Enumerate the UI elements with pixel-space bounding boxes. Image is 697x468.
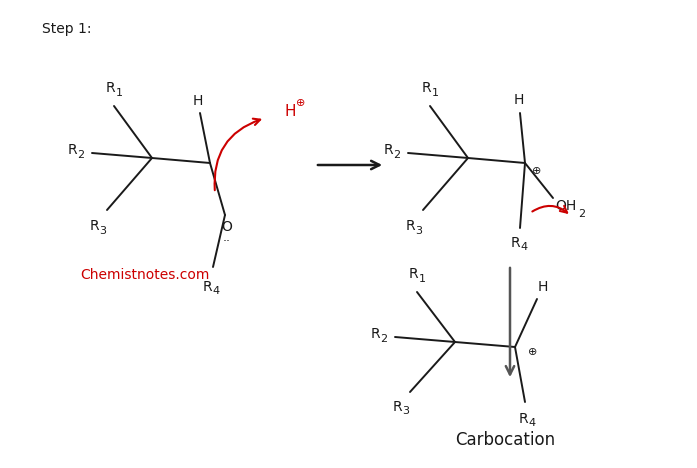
Text: R: R	[370, 327, 380, 341]
Text: Step 1:: Step 1:	[42, 22, 91, 36]
Text: R: R	[392, 400, 401, 414]
Text: ⊕: ⊕	[296, 98, 305, 108]
Text: R: R	[510, 236, 520, 250]
Text: 1: 1	[116, 88, 123, 97]
Text: H: H	[285, 104, 296, 119]
Text: ··: ··	[223, 235, 231, 249]
Text: H: H	[514, 93, 524, 107]
Text: 3: 3	[100, 226, 107, 235]
Text: 4: 4	[213, 286, 220, 297]
Text: R: R	[67, 143, 77, 157]
Text: 1: 1	[418, 273, 425, 284]
Text: 3: 3	[402, 407, 410, 417]
Text: 2: 2	[381, 334, 388, 344]
Text: ⊕: ⊕	[533, 166, 542, 176]
Text: R: R	[408, 267, 418, 281]
Text: 2: 2	[77, 149, 84, 160]
Text: R: R	[421, 81, 431, 95]
Text: O: O	[222, 220, 232, 234]
Text: 1: 1	[431, 88, 438, 97]
Text: R: R	[405, 219, 415, 233]
Text: R: R	[89, 219, 99, 233]
Text: 4: 4	[521, 242, 528, 253]
Text: H: H	[538, 280, 548, 294]
Text: R: R	[105, 81, 115, 95]
FancyArrowPatch shape	[533, 206, 567, 212]
Text: Chemistnotes.com: Chemistnotes.com	[80, 268, 209, 282]
Text: 2: 2	[578, 209, 585, 219]
Text: ⊕: ⊕	[528, 347, 537, 357]
Text: R: R	[383, 143, 393, 157]
Text: 2: 2	[394, 149, 401, 160]
Text: R: R	[202, 280, 212, 294]
Text: R: R	[518, 412, 528, 426]
Text: H: H	[193, 94, 204, 108]
Text: 3: 3	[415, 226, 422, 235]
FancyArrowPatch shape	[215, 119, 260, 190]
Text: OH: OH	[555, 199, 576, 213]
Text: 4: 4	[528, 418, 535, 429]
Text: Carbocation: Carbocation	[455, 431, 555, 449]
